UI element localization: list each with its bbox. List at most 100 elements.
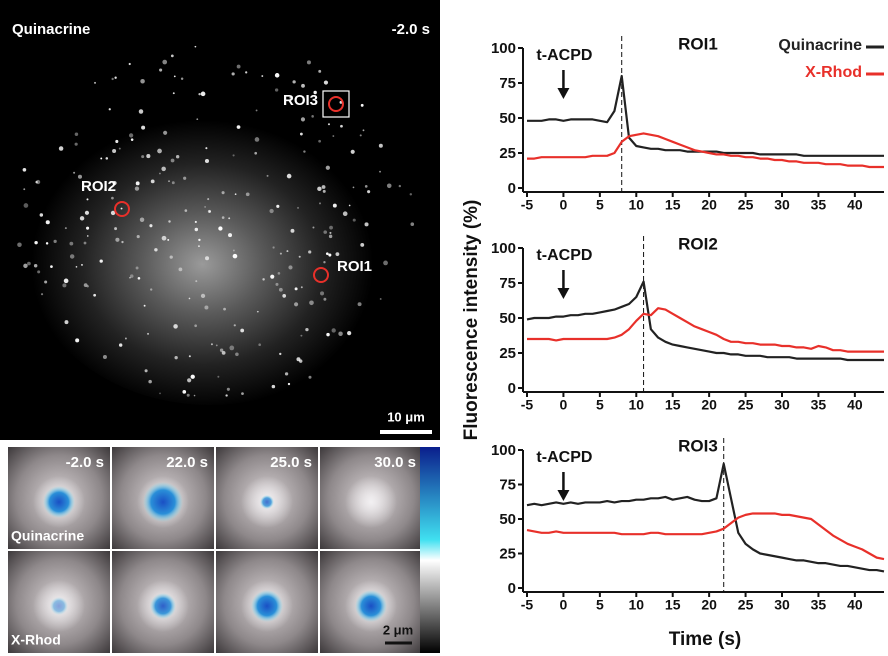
punctum [130,138,134,141]
punctum [409,193,413,196]
roi-marker [313,267,329,283]
annotation-arrowhead [557,288,570,299]
roi-marker [328,96,344,112]
punctum [50,265,53,268]
y-tick-label: 50 [499,310,516,327]
punctum [312,226,315,229]
punctum [162,59,168,65]
punctum [305,327,309,332]
punctum [23,203,29,208]
y-tick-label: 50 [499,511,516,528]
punctum [311,115,314,118]
punctum [63,278,69,284]
punctum [157,148,162,154]
punctum [300,117,306,122]
annotation: t-ACPD [536,247,592,264]
punctum [289,96,292,99]
punctum [111,196,114,200]
x-tick-label: 20 [701,197,717,213]
punctum [218,226,223,231]
punctum [347,331,352,336]
punctum [350,149,355,154]
punctum [325,165,330,170]
x-tick-label: 40 [847,597,863,613]
punctum [328,253,332,257]
punctum [321,185,326,189]
punctum [141,125,146,130]
punctum [323,297,327,301]
punctum [86,235,89,237]
punctum [335,252,340,257]
punctum [37,270,41,274]
punctum [225,394,228,397]
punctum [255,109,258,112]
punctum [328,234,333,239]
punctum [94,81,96,84]
punctum [282,294,287,298]
x-tick-label: 25 [738,597,754,613]
x-tick-label: 15 [665,397,681,413]
image-time: -2.0 s [392,21,430,38]
punctum [161,235,167,241]
punctum [254,151,258,155]
punctum [196,118,199,121]
punctum [318,69,322,73]
x-tick-label: 15 [665,597,681,613]
punctum [108,108,111,111]
punctum [173,324,178,329]
thumbnail-blob [50,597,68,615]
punctum [226,387,230,391]
punctum [194,227,199,232]
series-line [527,307,884,353]
punctum [111,77,114,81]
punctum [69,241,74,246]
punctum [171,181,175,185]
punctum [172,92,175,95]
punctum [84,210,90,215]
punctum [120,207,123,210]
punctum [148,379,152,384]
punctum [128,62,131,66]
punctum [69,254,75,259]
thumbnail-blob [355,590,387,622]
x-tick-label: 0 [560,197,568,213]
y-tick-label: 100 [491,240,516,257]
punctum [308,375,312,379]
punctum [317,186,322,192]
punctum [83,283,88,287]
x-tick-label: 20 [701,397,717,413]
punctum [329,231,332,234]
punctum [232,249,235,252]
punctum [173,75,176,78]
cell-glow [20,85,400,405]
x-tick-label: 30 [774,397,790,413]
x-tick-label: 25 [738,397,754,413]
punctum [221,350,226,355]
thumbnail-blob [150,593,176,619]
punctum [178,267,183,272]
thumbnail-glow [345,476,397,528]
punctum [188,297,191,300]
punctum [205,256,210,261]
y-tick-label: 100 [491,40,516,57]
punctum [118,343,123,347]
roi-label: ROI2 [81,178,116,195]
punctum [210,343,213,346]
montage-row-label: X-Rhod [11,632,61,648]
punctum [81,263,83,266]
punctum [270,274,275,279]
roi-box [322,90,350,118]
punctum [364,185,368,188]
punctum [219,348,224,352]
punctum [292,80,296,84]
punctum [170,158,175,163]
punctum [86,198,89,201]
x-tick-label: 35 [811,397,827,413]
punctum [299,132,303,136]
punctum [129,276,131,279]
image-title: Quinacrine [12,21,90,38]
punctum [262,278,265,281]
punctum [323,261,326,264]
punctum [258,343,261,347]
